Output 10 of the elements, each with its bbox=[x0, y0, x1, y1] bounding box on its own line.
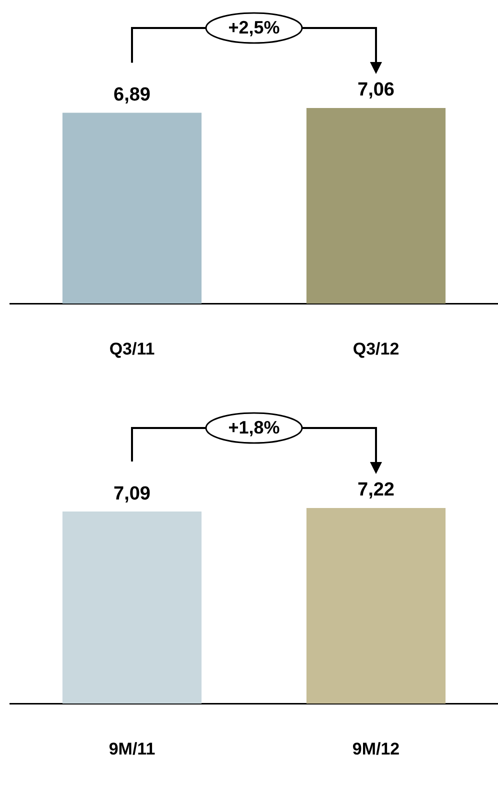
data-label: 7,06 bbox=[358, 80, 394, 101]
text: +2,5% bbox=[228, 18, 280, 38]
data-label: 6,89 bbox=[114, 84, 150, 106]
data-label: 7,22 bbox=[358, 480, 394, 501]
x-tick-label: 9M/12 bbox=[352, 739, 400, 758]
text: +1,8% bbox=[228, 418, 280, 438]
data-label: 7,09 bbox=[114, 483, 150, 504]
x-tick-label: Q3/11 bbox=[109, 339, 155, 358]
x-tick-label: Q3/12 bbox=[352, 339, 400, 358]
x-tick-label: 9M/11 bbox=[108, 739, 156, 758]
